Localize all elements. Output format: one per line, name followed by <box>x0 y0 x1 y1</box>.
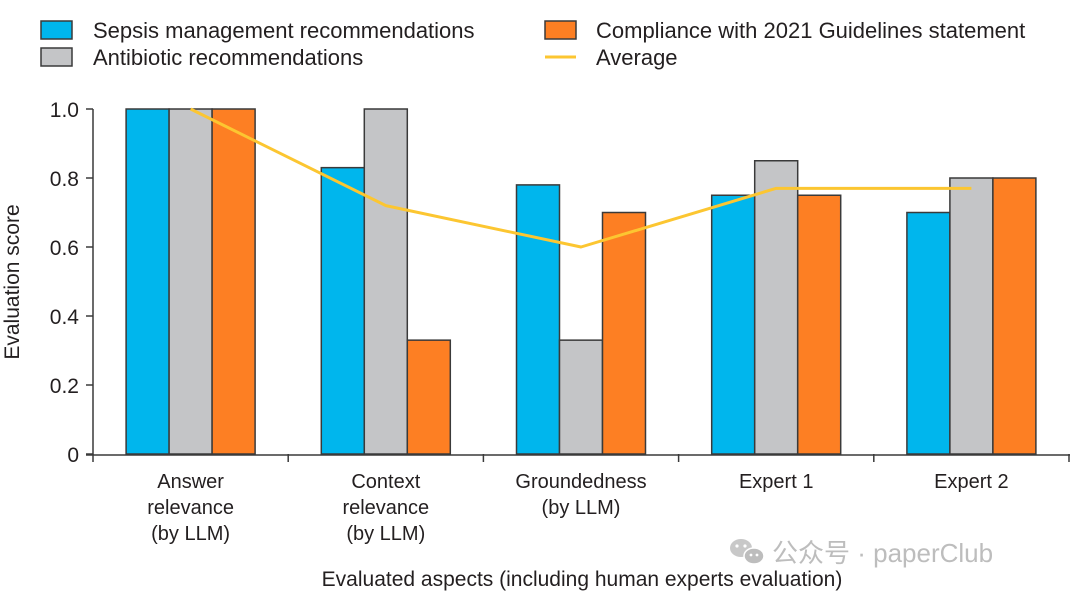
x-category-label-context-relevance-by-llm: Context relevance (by LLM) <box>342 471 429 545</box>
x-axis-title: Evaluated aspects (including human exper… <box>322 568 843 591</box>
y-tick-label: 1.0 <box>50 99 79 122</box>
legend-label-antibiotic: Antibiotic recommendations <box>93 45 363 70</box>
legend-label-average: Average <box>596 45 678 70</box>
legend-label-compliance: Compliance with 2021 Guidelines statemen… <box>596 18 1025 43</box>
bar-sepsis-answer-relevance-by-llm <box>125 108 170 455</box>
x-ticks <box>92 454 1070 462</box>
bar-compliance-expert-1 <box>796 194 842 455</box>
watermark: 公众号 · paperClub <box>730 538 993 568</box>
wechat-icon <box>730 539 765 565</box>
bar-compliance-answer-relevance-by-llm <box>211 108 256 455</box>
x-category-label-expert-1: Expert 1 <box>739 471 813 493</box>
y-ticks: 0 0.2 0.4 0.6 0.8 1.0 <box>50 99 93 467</box>
bar-antibiotic-groundedness-by-llm <box>558 339 604 455</box>
bar-antibiotic-context-relevance-by-llm <box>363 108 409 455</box>
y-tick-label: 0.2 <box>50 375 79 398</box>
legend-item-sepsis: Sepsis management recommendations <box>40 18 475 43</box>
bar-antibiotic-expert-1 <box>753 160 799 455</box>
bar-sepsis-expert-1 <box>710 194 756 455</box>
y-tick-label: 0.8 <box>50 168 79 191</box>
legend-label-sepsis: Sepsis management recommendations <box>93 18 475 43</box>
average-line-group <box>189 107 972 249</box>
bar-antibiotic-expert-2 <box>949 177 994 455</box>
average-line <box>189 107 972 249</box>
x-category-label-groundedness-by-llm: Groundedness (by LLM) <box>515 471 646 519</box>
legend-item-antibiotic: Antibiotic recommendations <box>40 45 363 70</box>
y-tick-label: 0 <box>67 444 79 467</box>
legend-swatch-compliance <box>544 20 577 40</box>
bar-antibiotic-answer-relevance-by-llm <box>168 108 213 455</box>
legend-item-compliance: Compliance with 2021 Guidelines statemen… <box>544 18 1025 43</box>
x-category-label-expert-2: Expert 2 <box>934 471 1008 493</box>
y-tick-label: 0.4 <box>50 306 80 329</box>
bar-compliance-context-relevance-by-llm <box>406 339 452 455</box>
legend-swatch-sepsis <box>40 20 73 40</box>
watermark-text: 公众号 · paperClub <box>772 538 993 568</box>
bar-compliance-expert-2 <box>992 177 1037 455</box>
legend-item-average: Average <box>545 45 678 70</box>
bar-sepsis-groundedness-by-llm <box>515 184 561 455</box>
x-category-label-answer-relevance-by-llm: Answer relevance (by LLM) <box>147 471 234 545</box>
legend-swatch-antibiotic <box>40 47 73 67</box>
bar-compliance-groundedness-by-llm <box>601 211 647 455</box>
y-tick-label: 0.6 <box>50 237 79 260</box>
y-axis-title: Evaluation score <box>1 204 24 359</box>
legend: Sepsis management recommendations Antibi… <box>40 18 1025 70</box>
axes <box>86 109 1070 456</box>
x-category-labels: Answer relevance (by LLM) Context relevance(… <box>147 471 1008 545</box>
bar-sepsis-expert-2 <box>906 211 951 455</box>
bar-sepsis-context-relevance-by-llm <box>320 166 366 455</box>
bars <box>125 108 1037 455</box>
